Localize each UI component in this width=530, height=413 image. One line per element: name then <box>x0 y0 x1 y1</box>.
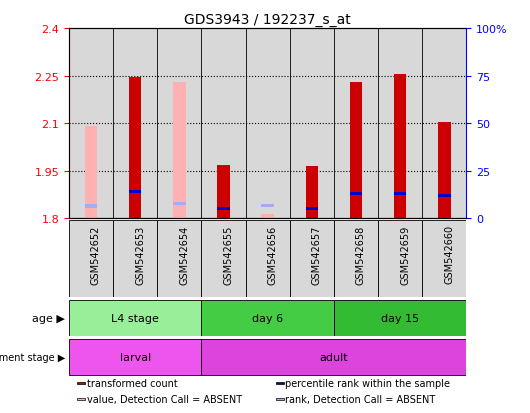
Text: GSM542659: GSM542659 <box>400 225 410 284</box>
Text: GSM542653: GSM542653 <box>135 225 145 284</box>
Text: day 15: day 15 <box>381 313 419 323</box>
Text: GSM542660: GSM542660 <box>444 225 454 284</box>
Text: percentile rank within the sample: percentile rank within the sample <box>285 378 450 388</box>
Bar <box>85 127 97 219</box>
Bar <box>422 29 466 219</box>
Bar <box>290 221 334 297</box>
Text: GSM542654: GSM542654 <box>179 225 189 284</box>
Bar <box>334 221 378 297</box>
Bar <box>438 122 450 219</box>
Title: GDS3943 / 192237_s_at: GDS3943 / 192237_s_at <box>184 12 351 26</box>
Text: age ▶: age ▶ <box>32 313 65 323</box>
Bar <box>69 300 201 336</box>
Text: L4 stage: L4 stage <box>111 313 159 323</box>
Text: value, Detection Call = ABSENT: value, Detection Call = ABSENT <box>86 394 242 404</box>
Bar <box>394 192 407 196</box>
Bar <box>334 29 378 219</box>
Bar <box>217 208 229 211</box>
Bar <box>306 208 318 211</box>
Bar <box>201 339 466 375</box>
Bar <box>201 29 245 219</box>
Bar <box>69 221 113 297</box>
Bar <box>77 382 85 384</box>
Text: GSM542652: GSM542652 <box>91 225 101 284</box>
Text: GSM542657: GSM542657 <box>312 225 322 284</box>
Bar <box>173 83 185 219</box>
Bar <box>306 166 318 219</box>
Bar <box>334 300 466 336</box>
Bar <box>378 221 422 297</box>
Bar <box>217 166 229 219</box>
Bar <box>350 192 362 196</box>
Bar <box>129 78 142 219</box>
Text: GSM542658: GSM542658 <box>356 225 366 284</box>
Bar <box>245 29 290 219</box>
Bar <box>85 205 97 208</box>
Bar <box>261 204 274 207</box>
Bar <box>129 191 142 194</box>
Text: larval: larval <box>120 352 151 362</box>
Bar <box>201 300 334 336</box>
Bar <box>276 382 284 384</box>
Bar <box>422 221 466 297</box>
Bar <box>438 195 450 198</box>
Bar <box>113 221 157 297</box>
Bar <box>201 221 245 297</box>
Text: development stage ▶: development stage ▶ <box>0 352 65 362</box>
Text: day 6: day 6 <box>252 313 283 323</box>
Bar <box>173 202 185 205</box>
Bar <box>394 75 407 219</box>
Bar <box>350 83 362 219</box>
Text: GSM542656: GSM542656 <box>268 225 278 284</box>
Bar <box>290 29 334 219</box>
Bar <box>157 221 201 297</box>
Text: rank, Detection Call = ABSENT: rank, Detection Call = ABSENT <box>285 394 436 404</box>
Bar <box>69 29 113 219</box>
Bar <box>157 29 201 219</box>
Text: transformed count: transformed count <box>86 378 178 388</box>
Bar <box>245 221 290 297</box>
Bar <box>69 339 201 375</box>
Bar <box>378 29 422 219</box>
Bar <box>261 214 274 219</box>
Bar <box>113 29 157 219</box>
Text: adult: adult <box>320 352 348 362</box>
Text: GSM542655: GSM542655 <box>224 225 234 284</box>
